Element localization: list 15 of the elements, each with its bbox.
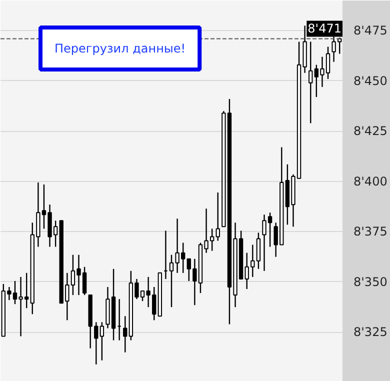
- candlestick: [152, 286, 156, 321]
- ref-line-label: 8'471: [308, 22, 342, 36]
- y-tick-label: 8'450: [354, 74, 388, 88]
- candlestick: [256, 232, 261, 270]
- y-tick-label: 8'475: [354, 24, 388, 38]
- y-tick-label: 8'400: [354, 174, 388, 188]
- annotation: Перегрузил данные!: [54, 42, 186, 56]
- y-tick-label: 8'375: [354, 224, 388, 239]
- candlestick: [308, 41, 313, 124]
- y-tick-label: 8'350: [354, 274, 388, 289]
- y-tick-label: 8'325: [354, 325, 388, 340]
- candlestick: [100, 322, 104, 361]
- y-tick-label: 8'425: [354, 124, 388, 138]
- candlestick: [216, 192, 220, 242]
- candlestick: [123, 316, 128, 353]
